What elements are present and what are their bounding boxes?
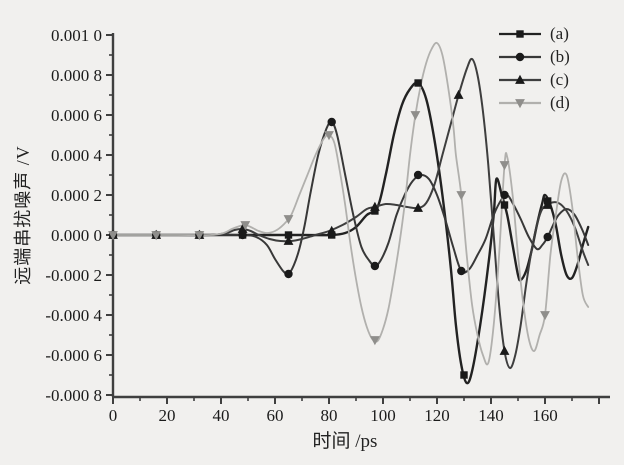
- y-tick-label: -0.000 2: [45, 266, 102, 285]
- series-b-marker: [370, 261, 380, 271]
- x-tick-label: 80: [321, 406, 338, 425]
- legend-entry-c: (c): [498, 70, 570, 89]
- x-tick-label: 140: [478, 406, 504, 425]
- legend-marker-icon: [499, 52, 541, 61]
- series-b-marker: [457, 266, 466, 276]
- series-c-marker: [499, 345, 510, 355]
- series-d-marker: [108, 231, 118, 241]
- series-c-marker: [326, 225, 337, 235]
- series-a-marker: [500, 201, 509, 209]
- series-a-marker: [284, 231, 293, 239]
- y-tick-label: -0.000 4: [45, 306, 102, 325]
- series-a-marker: [328, 231, 336, 239]
- y-axis-title: 远端串扰噪声 /V: [13, 145, 33, 285]
- y-tick-label: 0.000 4: [51, 146, 103, 165]
- legend-marker-icon: [499, 29, 541, 38]
- y-tick-label: 0.000 2: [51, 186, 102, 205]
- series-a-marker: [460, 371, 468, 379]
- series-c-marker: [237, 223, 248, 233]
- x-tick-label: 20: [159, 406, 176, 425]
- series-d-marker: [456, 191, 467, 201]
- legend-marker-icon: [499, 98, 541, 108]
- legend-entry-a: (a): [498, 24, 570, 43]
- x-axis-title: 时间 /ps: [312, 431, 378, 452]
- series-d-marker: [240, 221, 251, 231]
- legend-marker-icon: [499, 74, 541, 84]
- y-tick-label: 0.000 6: [51, 106, 102, 125]
- series-d-marker: [283, 215, 294, 225]
- legend-label: (b): [550, 46, 570, 66]
- legend-label: (d): [550, 92, 570, 112]
- legend-entry-b: (b): [498, 47, 570, 66]
- series-d-line: [112, 41, 590, 366]
- y-tick-label: 0.000 0: [51, 226, 102, 245]
- legend-label: (a): [550, 23, 569, 43]
- series-c-marker: [370, 201, 380, 211]
- series-a-marker: [371, 207, 379, 215]
- series-b-marker: [500, 190, 509, 200]
- series-c-marker: [283, 235, 294, 245]
- x-tick-label: 0: [109, 406, 118, 425]
- x-tick-label: 40: [213, 406, 230, 425]
- legend: (a) (b) (c) (d): [498, 24, 570, 112]
- legend-label: (c): [550, 69, 569, 89]
- y-tick-label: 0.001 0: [51, 26, 102, 45]
- series-d-marker: [410, 111, 421, 121]
- series-d-marker: [499, 161, 510, 171]
- series-b-marker: [543, 232, 552, 242]
- series-b-marker: [327, 117, 336, 127]
- series-c-line: [112, 57, 590, 369]
- legend-entry-d: (d): [498, 93, 570, 112]
- series-c-marker: [453, 89, 464, 99]
- series-c-marker: [413, 202, 423, 212]
- series-d-marker: [370, 336, 380, 346]
- series-a-line: [111, 81, 590, 385]
- series-b-marker: [284, 269, 293, 279]
- x-tick-label: 120: [424, 406, 450, 425]
- series-d-marker: [324, 131, 334, 141]
- x-tick-label: 160: [532, 406, 558, 425]
- x-tick-label: 60: [267, 406, 284, 425]
- series-d-marker: [540, 311, 550, 321]
- series-a-marker: [414, 79, 422, 87]
- series-d-marker: [194, 231, 205, 241]
- series-c-marker: [542, 199, 553, 209]
- y-tick-label: -0.000 6: [45, 346, 102, 365]
- series-d-marker: [151, 231, 162, 241]
- x-tick-label: 100: [370, 406, 396, 425]
- y-tick-label: 0.000 8: [51, 66, 102, 85]
- series-b-marker: [413, 170, 423, 180]
- y-tick-label: -0.000 8: [45, 386, 102, 405]
